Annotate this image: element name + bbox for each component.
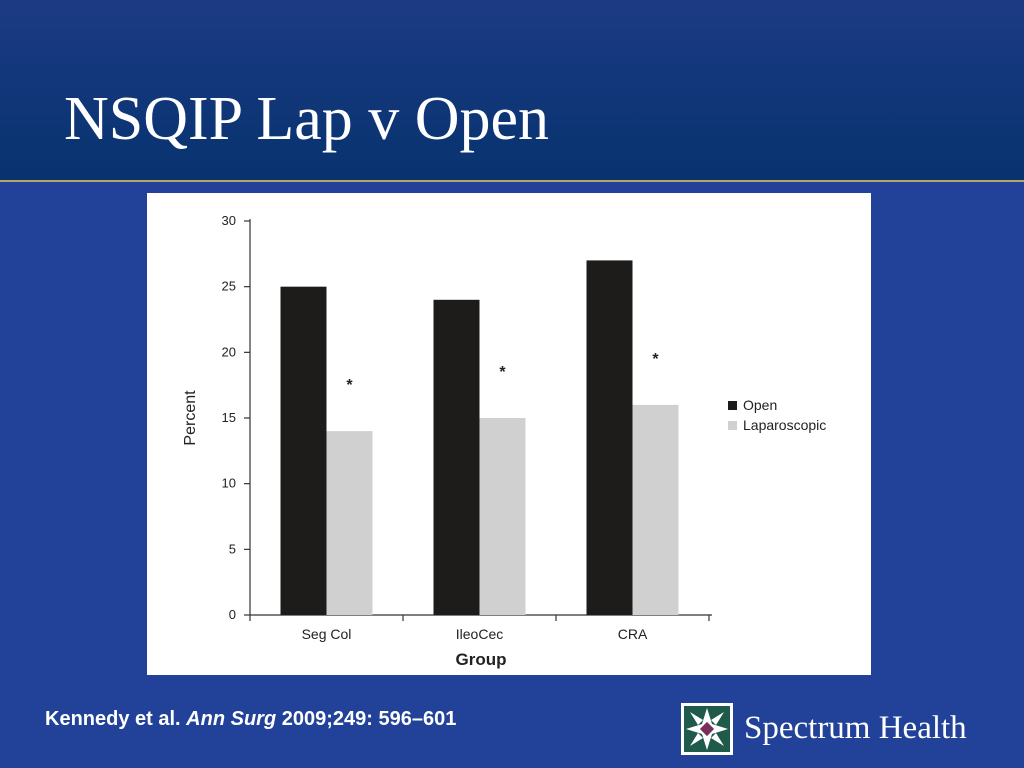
y-tick-label: 20 xyxy=(222,344,236,359)
x-tick-label: Seg Col xyxy=(302,626,352,642)
slide-header: NSQIP Lap v Open xyxy=(0,0,1024,180)
bar-laparoscopic-1 xyxy=(479,418,526,615)
significance-marker: * xyxy=(346,377,353,394)
x-axis-title: Group xyxy=(456,650,507,669)
y-tick-label: 30 xyxy=(222,213,236,228)
header-divider xyxy=(0,180,1024,182)
significance-marker: * xyxy=(652,351,659,368)
y-tick-label: 10 xyxy=(222,476,236,491)
brand-name: Spectrum Health xyxy=(744,710,967,746)
citation-authors: Kennedy et al. xyxy=(45,708,181,730)
bar-open-2 xyxy=(586,260,633,615)
bar-laparoscopic-0 xyxy=(326,431,373,615)
legend-label-laparoscopic: Laparoscopic xyxy=(743,417,826,433)
bar-chart: 0 5 10 15 20 25 30 Seg Col * IleoCec * CRA * Group Per… xyxy=(182,213,826,669)
y-tick-label: 0 xyxy=(229,607,236,622)
significance-marker: * xyxy=(499,364,506,381)
slide-title: NSQIP Lap v Open xyxy=(64,85,550,153)
bar-laparoscopic-2 xyxy=(632,404,679,615)
chart-panel: 0 5 10 15 20 25 30 Seg Col * IleoCec * CRA * Group Per… xyxy=(147,193,871,675)
bar-open-0 xyxy=(280,286,327,615)
y-tick-label: 15 xyxy=(222,410,236,425)
spectrum-health-logo-icon xyxy=(681,703,733,755)
legend-swatch-laparoscopic xyxy=(728,421,737,430)
x-tick-label: CRA xyxy=(618,626,648,642)
y-axis-title: Percent xyxy=(182,390,199,446)
citation: Kennedy et al. Ann Surg 2009;249: 596–60… xyxy=(45,708,456,731)
citation-journal: Ann Surg xyxy=(186,708,277,730)
y-tick-label: 25 xyxy=(222,279,236,294)
bar-open-1 xyxy=(433,299,480,615)
legend-label-open: Open xyxy=(743,397,777,413)
y-tick-label: 5 xyxy=(229,541,236,556)
legend-swatch-open xyxy=(728,401,737,410)
x-tick-label: IleoCec xyxy=(456,626,503,642)
citation-details: 2009;249: 596–601 xyxy=(281,708,457,730)
